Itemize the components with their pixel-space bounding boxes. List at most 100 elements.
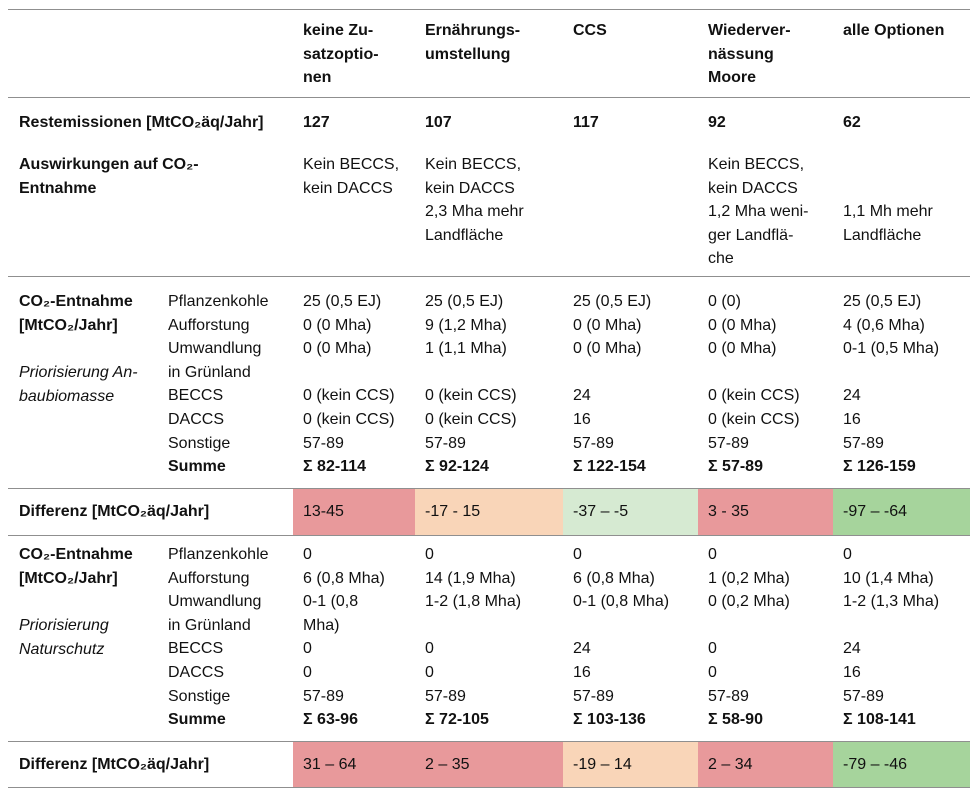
table-cell: 16 xyxy=(843,663,861,681)
table-cell xyxy=(708,361,800,385)
table-cell: 0-1 (0,8 Mha) xyxy=(573,593,670,611)
differenz-1-value: -97 – -64 xyxy=(843,503,908,520)
table-cell xyxy=(708,614,790,638)
table-cell: 0 (0 Mha) xyxy=(573,316,642,334)
block2-column-ernaehrungsumstellung: 0 14 (1,9 Mha) 1-2 (1,8 Mha) 0 0 57-89 Σ 72-1… xyxy=(425,543,521,732)
table-cell: 0 (kein CCS) xyxy=(425,410,517,428)
block2-label: CO₂-Entnahme [MtCO₂/Jahr] xyxy=(19,546,133,587)
differenz-2-value: -79 – -46 xyxy=(843,756,908,773)
differenz-cell-shade xyxy=(415,742,563,787)
table-cell: Σ 82-114 xyxy=(303,458,366,476)
differenz-cell-shade xyxy=(293,489,415,535)
table-cell: 0 (kein CCS) xyxy=(303,410,395,428)
table-cell xyxy=(425,361,517,385)
item-label: in Grünland xyxy=(168,616,251,634)
block1-column-ernaehrungsumstellung: 25 (0,5 EJ) 9 (1,2 Mha) 1 (1,1 Mha) 0 (kei… xyxy=(425,290,517,479)
table-cell xyxy=(573,361,651,385)
table-cell: 0 (kein CCS) xyxy=(303,387,395,405)
table-cell: 24 xyxy=(573,387,591,405)
table-cell: 57-89 xyxy=(425,434,466,452)
table-cell: 10 (1,4 Mha) xyxy=(843,569,934,587)
table-cell: 0 xyxy=(843,546,852,563)
table-cell: 0-1 (0,5 Mha) xyxy=(843,340,940,358)
block2-item-labels: Pflanzenkohle Aufforstung Umwandlung in Grü… xyxy=(168,543,269,732)
differenz-2-label: Differenz [MtCO₂äq/Jahr] xyxy=(19,756,210,773)
table-cell: 57-89 xyxy=(708,687,749,705)
table-cell: 4 (0,6 Mha) xyxy=(843,316,925,334)
differenz-1-value: -17 - 15 xyxy=(425,503,481,520)
table-cell: 0 xyxy=(425,546,434,563)
table-cell: 0 (0 Mha) xyxy=(573,340,642,358)
table-cell: 24 xyxy=(573,640,591,658)
table-cell: 25 (0,5 EJ) xyxy=(303,293,382,310)
block1-column-keine-zusatzoptionen: 25 (0,5 EJ) 0 (0 Mha) 0 (0 Mha) 0 (kein CC… xyxy=(303,290,395,479)
table-cell: 0 xyxy=(303,546,312,563)
table-cell: 16 xyxy=(843,410,861,428)
auswirkungen-value: 1,1 Mh mehr Landfläche xyxy=(843,203,933,244)
block2-column-wiedervernaessung-moore: 0 1 (0,2 Mha) 0 (0,2 Mha) 0 0 57-89 Σ 58-90 xyxy=(708,543,790,732)
table-cell: Σ 57-89 xyxy=(708,458,763,476)
table-cell: 1-2 (1,8 Mha) xyxy=(425,593,522,611)
table-cell xyxy=(843,614,939,638)
table-cell: Σ 58-90 xyxy=(708,711,763,729)
rule-differenz1 xyxy=(8,535,970,536)
table-cell: 6 (0,8 Mha) xyxy=(303,569,385,587)
table-cell xyxy=(573,614,669,638)
table-cell: 14 (1,9 Mha) xyxy=(425,569,516,587)
table-cell: 57-89 xyxy=(708,434,749,452)
differenz-2-value: 2 – 35 xyxy=(425,756,470,773)
item-label: Umwandlung xyxy=(168,340,262,358)
restemissionen-value: 117 xyxy=(573,114,599,131)
differenz-cell-shade xyxy=(833,742,970,787)
table-cell: 0 (0,2 Mha) xyxy=(708,593,790,611)
table-cell: 0 (0 Mha) xyxy=(708,340,777,358)
block1-label: CO₂-Entnahme [MtCO₂/Jahr] xyxy=(19,293,133,334)
table-cell: 57-89 xyxy=(843,434,884,452)
restemissionen-value: 127 xyxy=(303,114,330,131)
table-cell: Σ 103-136 xyxy=(573,711,646,729)
block1-item-labels: Pflanzenkohle Aufforstung Umwandlung in Grü… xyxy=(168,290,269,479)
block1-note: Priorisierung An- baubiomasse xyxy=(19,364,138,405)
block2-column-alle-optionen: 0 10 (1,4 Mha) 1-2 (1,3 Mha) 24 16 57-89 Σ 10… xyxy=(843,543,939,732)
differenz-cell-shade xyxy=(833,489,970,535)
table-cell: 57-89 xyxy=(843,687,884,705)
table-cell: 0 (0 Mha) xyxy=(303,316,372,334)
table-cell: 57-89 xyxy=(303,687,344,705)
table-cell xyxy=(843,361,939,385)
block1-column-ccs: 25 (0,5 EJ) 0 (0 Mha) 0 (0 Mha) 24 16 57-89 Σ… xyxy=(573,290,651,479)
item-label: BECCS xyxy=(168,387,224,405)
table-cell: 0 xyxy=(573,546,582,563)
table-cell: 0 (kein CCS) xyxy=(708,410,800,428)
table-cell: 25 (0,5 EJ) xyxy=(425,293,504,310)
rule-bottom xyxy=(8,787,970,788)
table-cell: 9 (1,2 Mha) xyxy=(425,316,507,334)
table-cell: 0 (kein CCS) xyxy=(425,387,517,405)
table-cell: 0 xyxy=(708,640,717,658)
differenz-cell-shade xyxy=(563,742,698,787)
item-label: Pflanzenkohle xyxy=(168,546,269,563)
table-cell: 0 (0 Mha) xyxy=(303,340,372,358)
differenz-cell-shade xyxy=(698,489,833,535)
rule-header xyxy=(8,97,970,98)
table-cell: 25 (0,5 EJ) xyxy=(843,293,922,310)
auswirkungen-value: Kein BECCS, kein DACCS 1,2 Mha weni- ger… xyxy=(708,156,809,268)
table-cell: 57-89 xyxy=(303,434,344,452)
item-label: Umwandlung xyxy=(168,593,262,611)
table-cell: 24 xyxy=(843,640,861,658)
block1-column-wiedervernaessung-moore: 0 (0) 0 (0 Mha) 0 (0 Mha) 0 (kein CCS) 0 (k… xyxy=(708,290,800,479)
table-cell: 0 xyxy=(303,640,312,658)
item-label: Pflanzenkohle xyxy=(168,293,269,310)
table-cell xyxy=(303,361,395,385)
table-cell: 0-1 (0,8 xyxy=(303,593,359,611)
differenz-2-value: 31 – 64 xyxy=(303,756,357,773)
item-label: Summe xyxy=(168,458,226,476)
table-cell: Σ 126-159 xyxy=(843,458,916,476)
block1-column-alle-optionen: 25 (0,5 EJ) 4 (0,6 Mha) 0-1 (0,5 Mha) 24 16… xyxy=(843,290,939,479)
item-label: DACCS xyxy=(168,410,225,428)
table-cell xyxy=(425,614,521,638)
table-cell: 0 (0) xyxy=(708,293,741,310)
column-header-ccs: CCS xyxy=(573,22,607,39)
differenz-1-value: -37 – -5 xyxy=(573,503,629,520)
table-cell: 0 (kein CCS) xyxy=(708,387,800,405)
table-cell: 0 (0 Mha) xyxy=(708,316,777,334)
